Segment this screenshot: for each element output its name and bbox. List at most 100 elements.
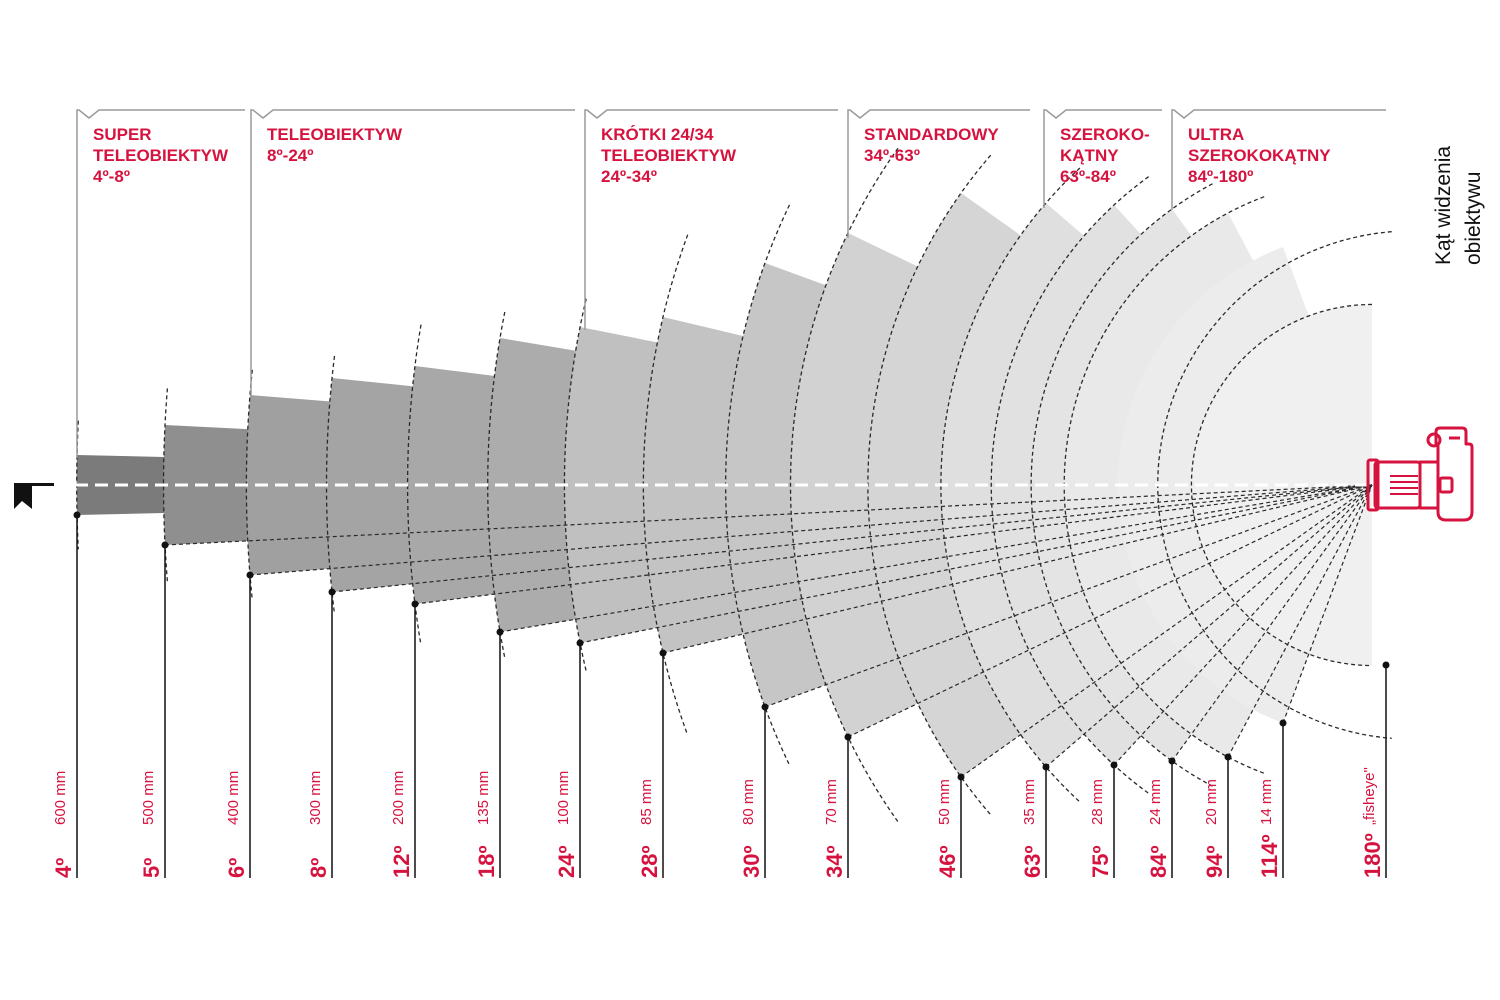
category-title-line: KĄTNY [1060, 146, 1119, 165]
side-label-line1: Kąt widzenia [1432, 146, 1455, 265]
angle-label: 30º [739, 845, 764, 878]
category-title-line: SZEROKOKĄTNY [1188, 146, 1331, 165]
leader-dot [576, 639, 584, 647]
side-label-line2: obiektywu [1462, 172, 1485, 265]
arc-12 [990, 176, 1149, 794]
focal-label: 200 mm [390, 771, 407, 825]
arc-9 [789, 147, 899, 823]
leader-dot [761, 703, 769, 711]
focal-label: 400 mm [225, 771, 242, 825]
angle-label: 94º [1202, 845, 1227, 878]
angle-label: 24º [554, 845, 579, 878]
angle-label: 12º [389, 845, 414, 878]
leader-lines [73, 511, 1390, 878]
angle-label: 63º [1020, 845, 1045, 878]
focal-label: 300 mm [307, 771, 324, 825]
ray-11 [1045, 484, 1373, 768]
leader-dot [1279, 719, 1287, 727]
leader-dot [161, 541, 169, 549]
focal-label: 70 mm [823, 779, 840, 825]
category-title-line: 34º-63º [864, 146, 920, 165]
angle-label: 114º [1257, 834, 1282, 878]
category-super-tele: SUPER TELEOBIEKTYW 4º-8º [93, 125, 229, 186]
leader-dot [659, 649, 667, 657]
focal-label: 35 mm [1021, 779, 1038, 825]
focal-label: 24 mm [1147, 779, 1164, 825]
angle-label: 6º [224, 858, 249, 878]
category-title-line: 84º-180º [1188, 167, 1253, 186]
focal-label: 20 mm [1203, 779, 1220, 825]
focal-label: 600 mm [52, 771, 69, 825]
leader-dot [1042, 763, 1050, 771]
focal-label: „fisheye" [1361, 767, 1378, 825]
category-title-line: TELEOBIEKTYW [601, 146, 737, 165]
focal-label: 50 mm [936, 779, 953, 825]
category-title-line: ULTRA [1188, 125, 1244, 144]
angle-label: 34º [822, 845, 847, 878]
category-title-line: STANDARDOWY [864, 125, 999, 144]
ray-13 [1171, 484, 1373, 762]
ray-9 [847, 484, 1373, 738]
arc-5 [487, 311, 506, 659]
focal-label: 85 mm [638, 779, 655, 825]
ray-2 [249, 484, 1373, 576]
ray-6 [579, 484, 1373, 644]
angle-arcs [76, 147, 1392, 823]
angle-label: 180º [1360, 833, 1385, 878]
camera-icon [1366, 426, 1474, 522]
angle-label: 28º [637, 845, 662, 878]
leader-dot [73, 511, 81, 519]
category-short-tele: KRÓTKI 24/34 TELEOBIEKTYW 24º-34º [601, 125, 737, 186]
ray-15 [1282, 484, 1373, 724]
category-title-line: SUPER [93, 125, 152, 144]
angle-label: 46º [935, 845, 960, 878]
focal-label: 80 mm [740, 779, 757, 825]
angle-label: 4º [51, 858, 76, 878]
category-title-line: TELEOBIEKTYW [267, 125, 403, 144]
leader-dot [411, 600, 419, 608]
angle-rays [164, 484, 1373, 778]
category-title-line: 4º-8º [93, 167, 130, 186]
category-title-line: SZEROKO- [1060, 125, 1150, 144]
leader-dot [1224, 753, 1232, 761]
angle-label: 8º [306, 858, 331, 878]
focal-label: 500 mm [140, 771, 157, 825]
category-standard: STANDARDOWY 34º-63º [864, 125, 999, 165]
angle-label: 84º [1146, 845, 1171, 878]
ray-7 [662, 484, 1373, 654]
ray-10 [960, 484, 1373, 778]
arc-11 [940, 167, 1081, 803]
category-titles: SUPER TELEOBIEKTYW 4º-8º TELEOBIEKTYW 8º-24º… [93, 125, 1331, 186]
subject-flag-icon [14, 483, 54, 509]
category-tele: TELEOBIEKTYW 8º-24º [267, 125, 403, 165]
leader-dot [1110, 761, 1118, 769]
category-title-line: TELEOBIEKTYW [93, 146, 229, 165]
focal-label: 100 mm [555, 771, 572, 825]
bracket-ultra-wide [1171, 109, 1386, 210]
arc-16 [1190, 303, 1373, 667]
side-label: Kąt widzenia obiektywu [1432, 146, 1485, 265]
category-title-line: 24º-34º [601, 167, 657, 186]
bracket-short-tele [584, 109, 838, 330]
leader-dot [246, 571, 254, 579]
ray-8 [764, 484, 1373, 708]
category-ultra-wide: ULTRA SZEROKOKĄTNY 84º-180º [1188, 125, 1331, 186]
bracket-super-tele [76, 109, 245, 458]
bracket-wide [1043, 109, 1162, 208]
arc-13 [1030, 183, 1213, 787]
ray-14 [1227, 484, 1373, 758]
leader-dot [1382, 661, 1390, 669]
category-title-line: 8º-24º [267, 146, 313, 165]
leader-dot [844, 733, 852, 741]
leader-dot [957, 773, 965, 781]
category-brackets [76, 109, 1386, 458]
focal-label: 14 mm [1258, 779, 1275, 825]
category-title-line: KRÓTKI 24/34 [601, 125, 714, 144]
angle-label: 5º [139, 858, 164, 878]
leader-dot [1168, 757, 1176, 765]
leader-dot [328, 588, 336, 596]
angle-label: 75º [1088, 845, 1113, 878]
category-title-line: 63º-84º [1060, 167, 1116, 186]
bracket-standard [847, 109, 1030, 238]
